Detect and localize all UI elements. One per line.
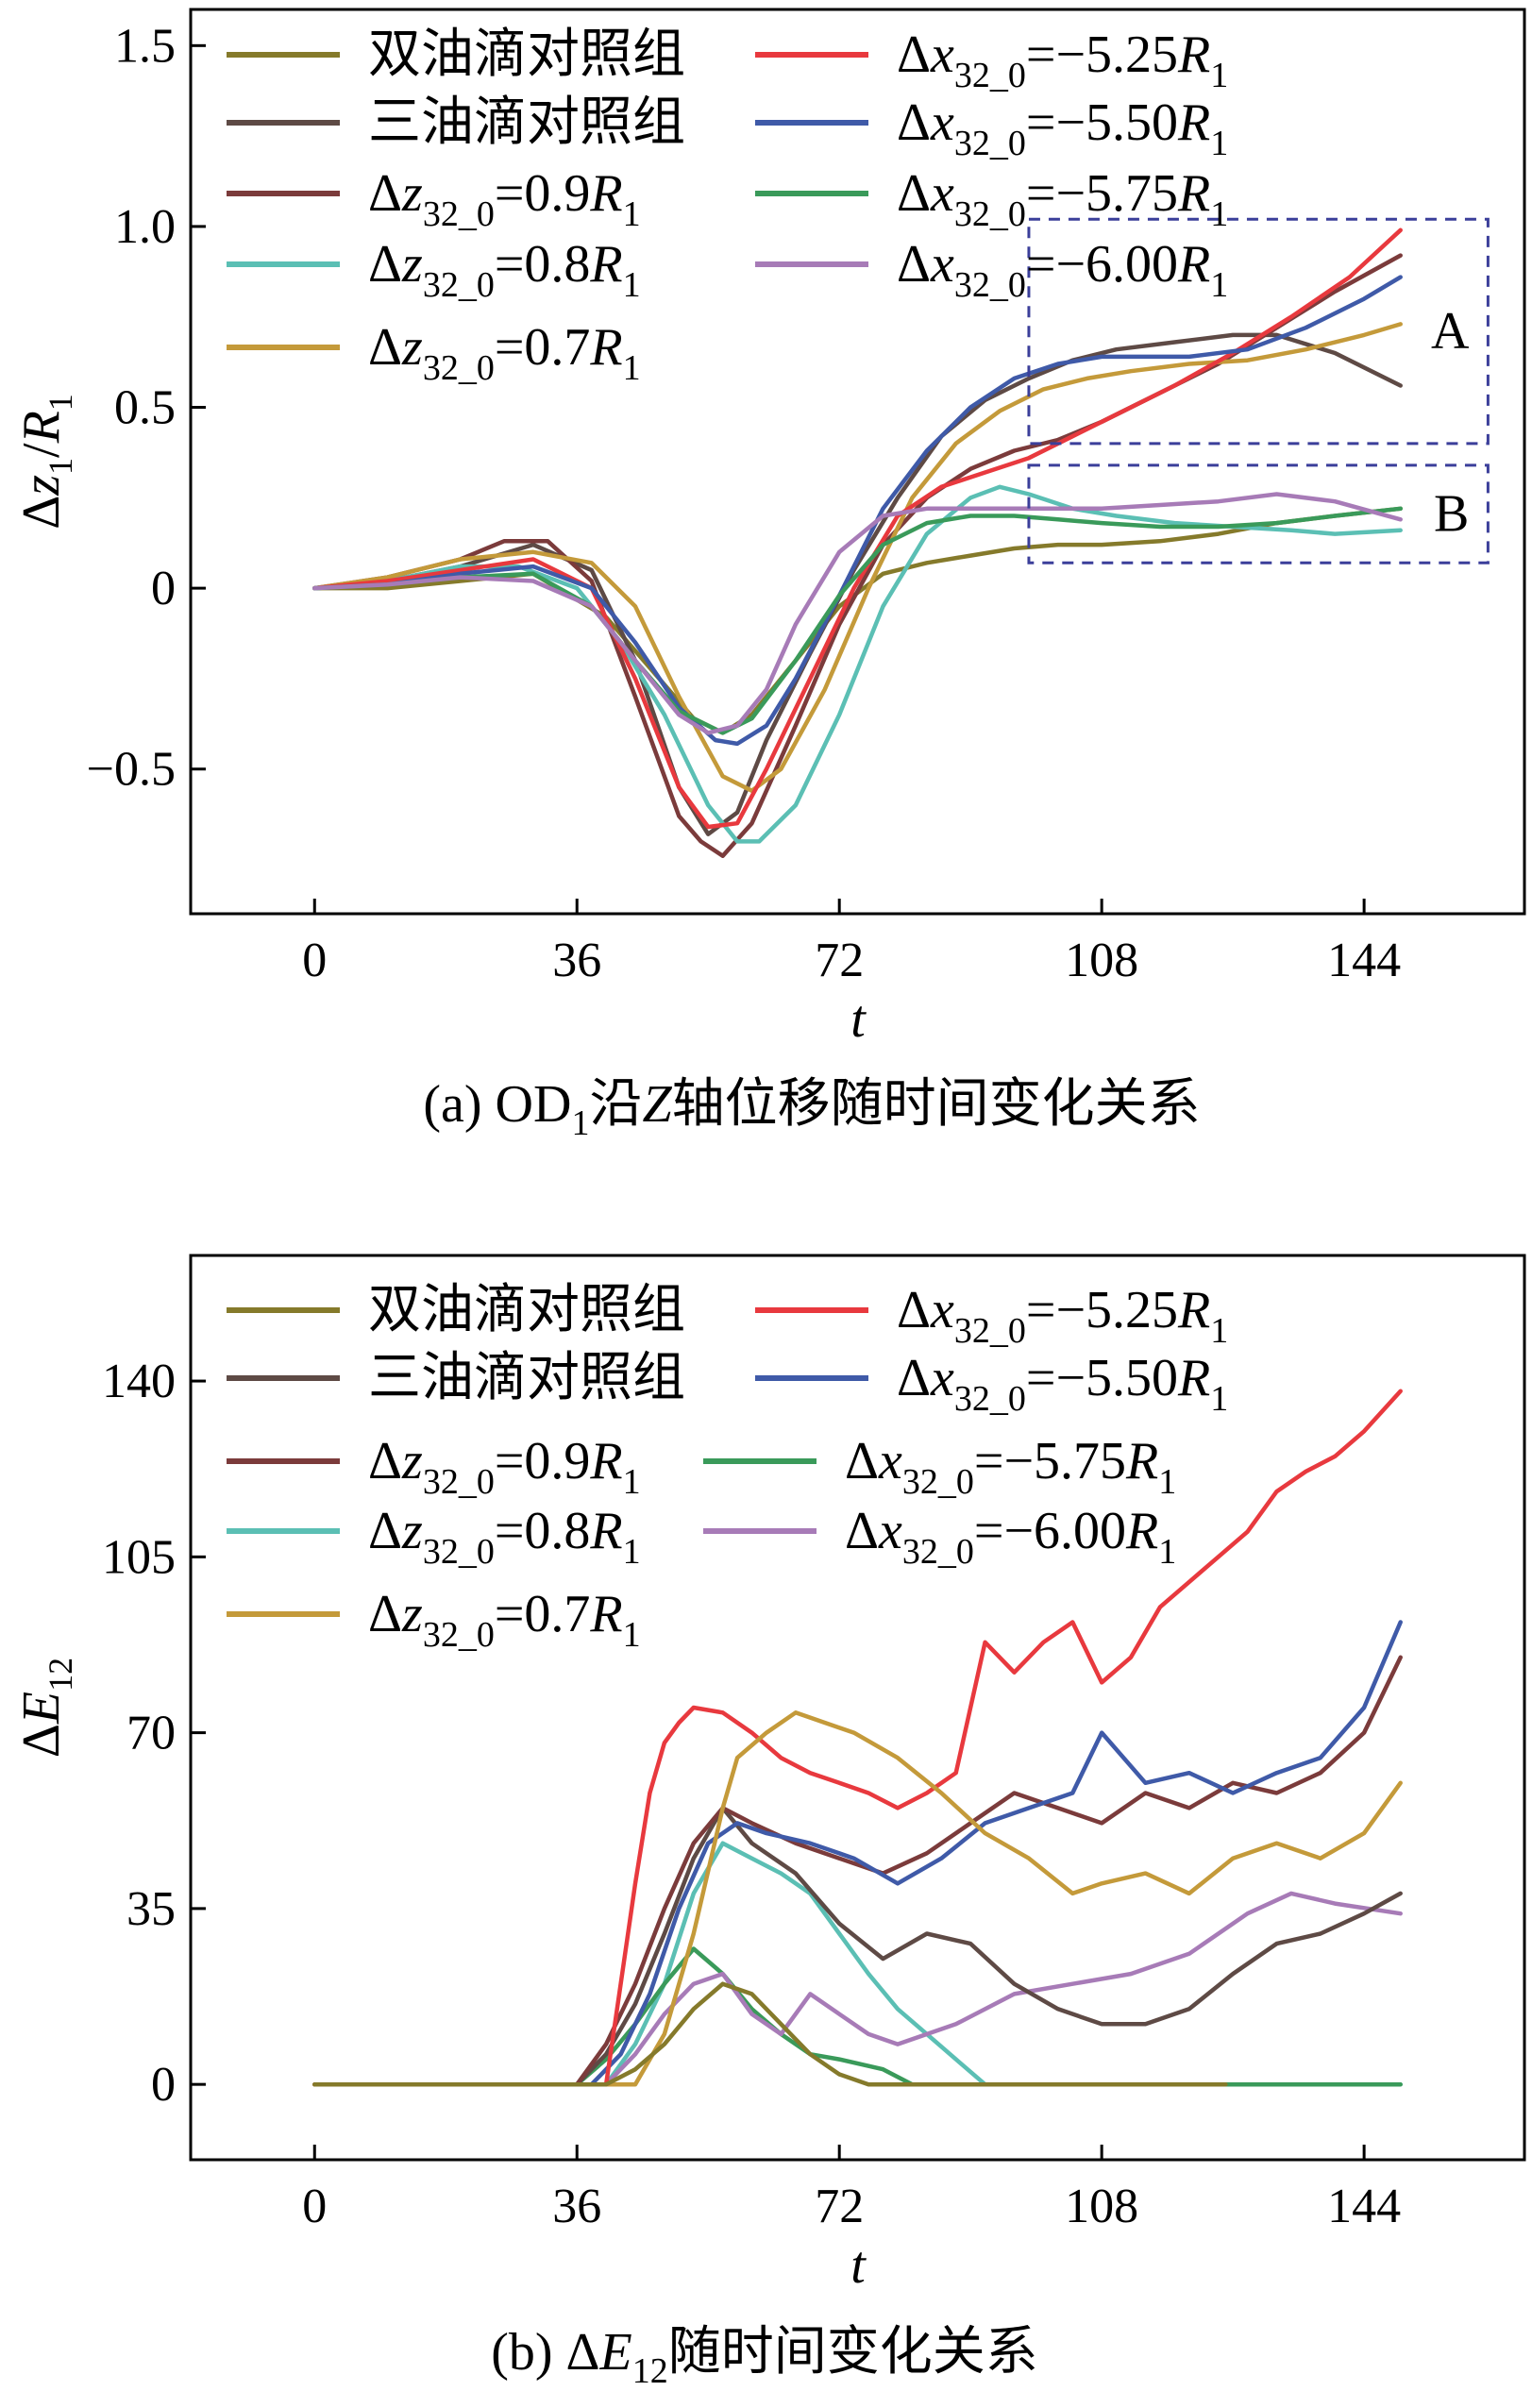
panel-b-energy-chart: 0 35 70 105 140 0 36 72 108 144 双油滴对照组 Δx32_0=−5.… bbox=[12, 1254, 1526, 2391]
legend-item-triple_control: 三油滴对照组 bbox=[227, 1349, 685, 1407]
y-tick-label: 140 bbox=[102, 1355, 176, 1408]
series-line-dz_09 bbox=[312, 1655, 1403, 2087]
panel-b-series-layer bbox=[312, 1389, 1403, 2087]
panel-a-y-axis-label-text: Δz1/R1 bbox=[12, 394, 79, 530]
legend-item-triple_control: 三油滴对照组 bbox=[227, 93, 685, 152]
series-line-dz_08 bbox=[312, 1841, 1403, 2087]
series-line-dx_525 bbox=[312, 227, 1403, 830]
region-label-B: B bbox=[1434, 485, 1469, 544]
y-tick-label: −0.5 bbox=[87, 743, 176, 797]
legend-item-dx_550: Δx32_0=−5.50R1 bbox=[755, 93, 1228, 163]
legend-label-dz_09: Δz32_0=0.9R1 bbox=[368, 164, 641, 234]
legend-label-triple_control: 三油滴对照组 bbox=[368, 1349, 685, 1407]
y-tick-label: 0.5 bbox=[114, 381, 176, 435]
y-tick-label: 1.0 bbox=[114, 200, 176, 254]
legend-item-dz_09: Δz32_0=0.9R1 bbox=[227, 164, 641, 234]
legend-label-double_control: 双油滴对照组 bbox=[368, 1281, 685, 1339]
panel-b-plot-frame bbox=[189, 1254, 1526, 2162]
panel-b-y-axis-label-text: ΔE12 bbox=[12, 1658, 79, 1758]
series-line-double_control bbox=[312, 1981, 1228, 2087]
x-tick-label: 0 bbox=[302, 2180, 327, 2233]
panel-a-x-axis-label: t bbox=[850, 990, 867, 1049]
x-tick-label: 144 bbox=[1327, 934, 1401, 987]
legend-label-dz_07: Δz32_0=0.7R1 bbox=[368, 1585, 641, 1655]
y-tick-label: 70 bbox=[126, 1707, 176, 1760]
y-tick-label: 105 bbox=[102, 1530, 176, 1584]
legend-label-dx_550: Δx32_0=−5.50R1 bbox=[897, 93, 1228, 163]
legend-label-dz_07: Δz32_0=0.7R1 bbox=[368, 318, 641, 388]
legend-item-dx_575: Δx32_0=−5.75R1 bbox=[703, 1432, 1176, 1502]
series-line-triple_control bbox=[312, 1806, 1403, 2087]
legend-item-dz_08: Δz32_0=0.8R1 bbox=[227, 1502, 641, 1572]
panel-b-x-axis: 0 36 72 108 144 bbox=[302, 2145, 1401, 2233]
legend-item-dz_09: Δz32_0=0.9R1 bbox=[227, 1432, 641, 1502]
y-tick-label: 0 bbox=[151, 2058, 176, 2112]
series-line-double_control bbox=[312, 506, 1403, 735]
panel-b-y-axis: 0 35 70 105 140 bbox=[102, 1355, 206, 2112]
legend-item-dz_08: Δz32_0=0.8R1 bbox=[227, 235, 641, 305]
legend-label-dx_600: Δx32_0=−6.00R1 bbox=[897, 235, 1228, 305]
legend-label-dx_525: Δx32_0=−5.25R1 bbox=[897, 1281, 1228, 1351]
legend-label-dz_08: Δz32_0=0.8R1 bbox=[368, 1502, 641, 1572]
series-line-dx_550 bbox=[312, 275, 1403, 747]
legend-label-dz_09: Δz32_0=0.9R1 bbox=[368, 1432, 641, 1502]
series-line-dz_07 bbox=[312, 1710, 1403, 2087]
legend-label-dz_08: Δz32_0=0.8R1 bbox=[368, 235, 641, 305]
series-line-dx_525 bbox=[312, 1389, 1403, 2087]
legend-item-dx_575: Δx32_0=−5.75R1 bbox=[755, 164, 1228, 234]
legend-item-double_control: 双油滴对照组 bbox=[227, 25, 685, 84]
legend-label-triple_control: 三油滴对照组 bbox=[368, 93, 685, 152]
legend-item-dx_525: Δx32_0=−5.25R1 bbox=[755, 1281, 1228, 1351]
panel-a-y-axis: −0.5 0 0.5 1.0 1.5 bbox=[87, 19, 206, 797]
legend-label-dx_525: Δx32_0=−5.25R1 bbox=[897, 25, 1228, 95]
series-line-dx_600 bbox=[312, 1891, 1403, 2087]
x-tick-label: 0 bbox=[302, 934, 327, 987]
region-label-A: A bbox=[1431, 302, 1470, 361]
legend-item-dx_550: Δx32_0=−5.50R1 bbox=[755, 1349, 1228, 1419]
legend-label-dx_600: Δx32_0=−6.00R1 bbox=[845, 1502, 1176, 1572]
panel-a-legend: 双油滴对照组 Δx32_0=−5.25R1 三油滴对照组 Δx32_0=−5.50R1… bbox=[227, 25, 1228, 388]
panel-a-x-axis: 0 36 72 108 144 bbox=[302, 899, 1401, 987]
legend-label-dx_575: Δx32_0=−5.75R1 bbox=[897, 164, 1228, 234]
x-tick-label: 108 bbox=[1065, 934, 1138, 987]
panel-a-annotation-boxes: AB bbox=[1027, 217, 1490, 564]
legend-item-dz_07: Δz32_0=0.7R1 bbox=[227, 1585, 641, 1655]
panel-a-series-layer bbox=[312, 227, 1403, 858]
panel-b-y-axis-label: ΔE12 bbox=[12, 1658, 79, 1758]
panel-b-x-axis-label: t bbox=[850, 2236, 867, 2295]
x-tick-label: 108 bbox=[1065, 2180, 1138, 2233]
series-line-dz_07 bbox=[312, 322, 1403, 793]
legend-item-dx_600: Δx32_0=−6.00R1 bbox=[703, 1502, 1176, 1572]
legend-item-double_control: 双油滴对照组 bbox=[227, 1281, 685, 1339]
panel-b-caption: (b) ΔE12随时间变化关系 bbox=[491, 2323, 1038, 2391]
series-line-dx_550 bbox=[312, 1620, 1403, 2087]
panel-a-displacement-chart: −0.500.51.01.5 0 36 72 108 144 AB 双油滴对照组 Δx32… bbox=[12, 8, 1526, 1143]
legend-label-double_control: 双油滴对照组 bbox=[368, 25, 685, 84]
y-tick-label: 0 bbox=[151, 562, 176, 615]
series-line-dx_600 bbox=[312, 492, 1403, 735]
region-box-A bbox=[1027, 217, 1490, 446]
x-tick-label: 144 bbox=[1327, 2180, 1401, 2233]
series-line-dz_08 bbox=[312, 484, 1403, 844]
panel-a-plot-frame bbox=[189, 8, 1526, 916]
panel-b-legend: 双油滴对照组 Δx32_0=−5.25R1 三油滴对照组 Δx32_0=−5.50R1… bbox=[227, 1281, 1228, 1655]
panel-a-y-axis-label: Δz1/R1 bbox=[12, 394, 79, 530]
panel-a-caption: (a) OD1沿Z轴位移随时间变化关系 bbox=[423, 1075, 1200, 1143]
x-tick-label: 36 bbox=[552, 934, 601, 987]
legend-label-dx_550: Δx32_0=−5.50R1 bbox=[897, 1349, 1228, 1419]
legend-item-dz_07: Δz32_0=0.7R1 bbox=[227, 318, 641, 388]
x-tick-label: 72 bbox=[815, 934, 864, 987]
y-tick-label: 1.5 bbox=[114, 19, 176, 73]
legend-item-dx_600: Δx32_0=−6.00R1 bbox=[755, 235, 1228, 305]
legend-item-dx_525: Δx32_0=−5.25R1 bbox=[755, 25, 1228, 95]
x-tick-label: 72 bbox=[815, 2180, 864, 2233]
legend-label-dx_575: Δx32_0=−5.75R1 bbox=[845, 1432, 1176, 1502]
x-tick-label: 36 bbox=[552, 2180, 601, 2233]
y-tick-label: 35 bbox=[126, 1882, 176, 1936]
series-line-dx_575 bbox=[312, 506, 1403, 735]
